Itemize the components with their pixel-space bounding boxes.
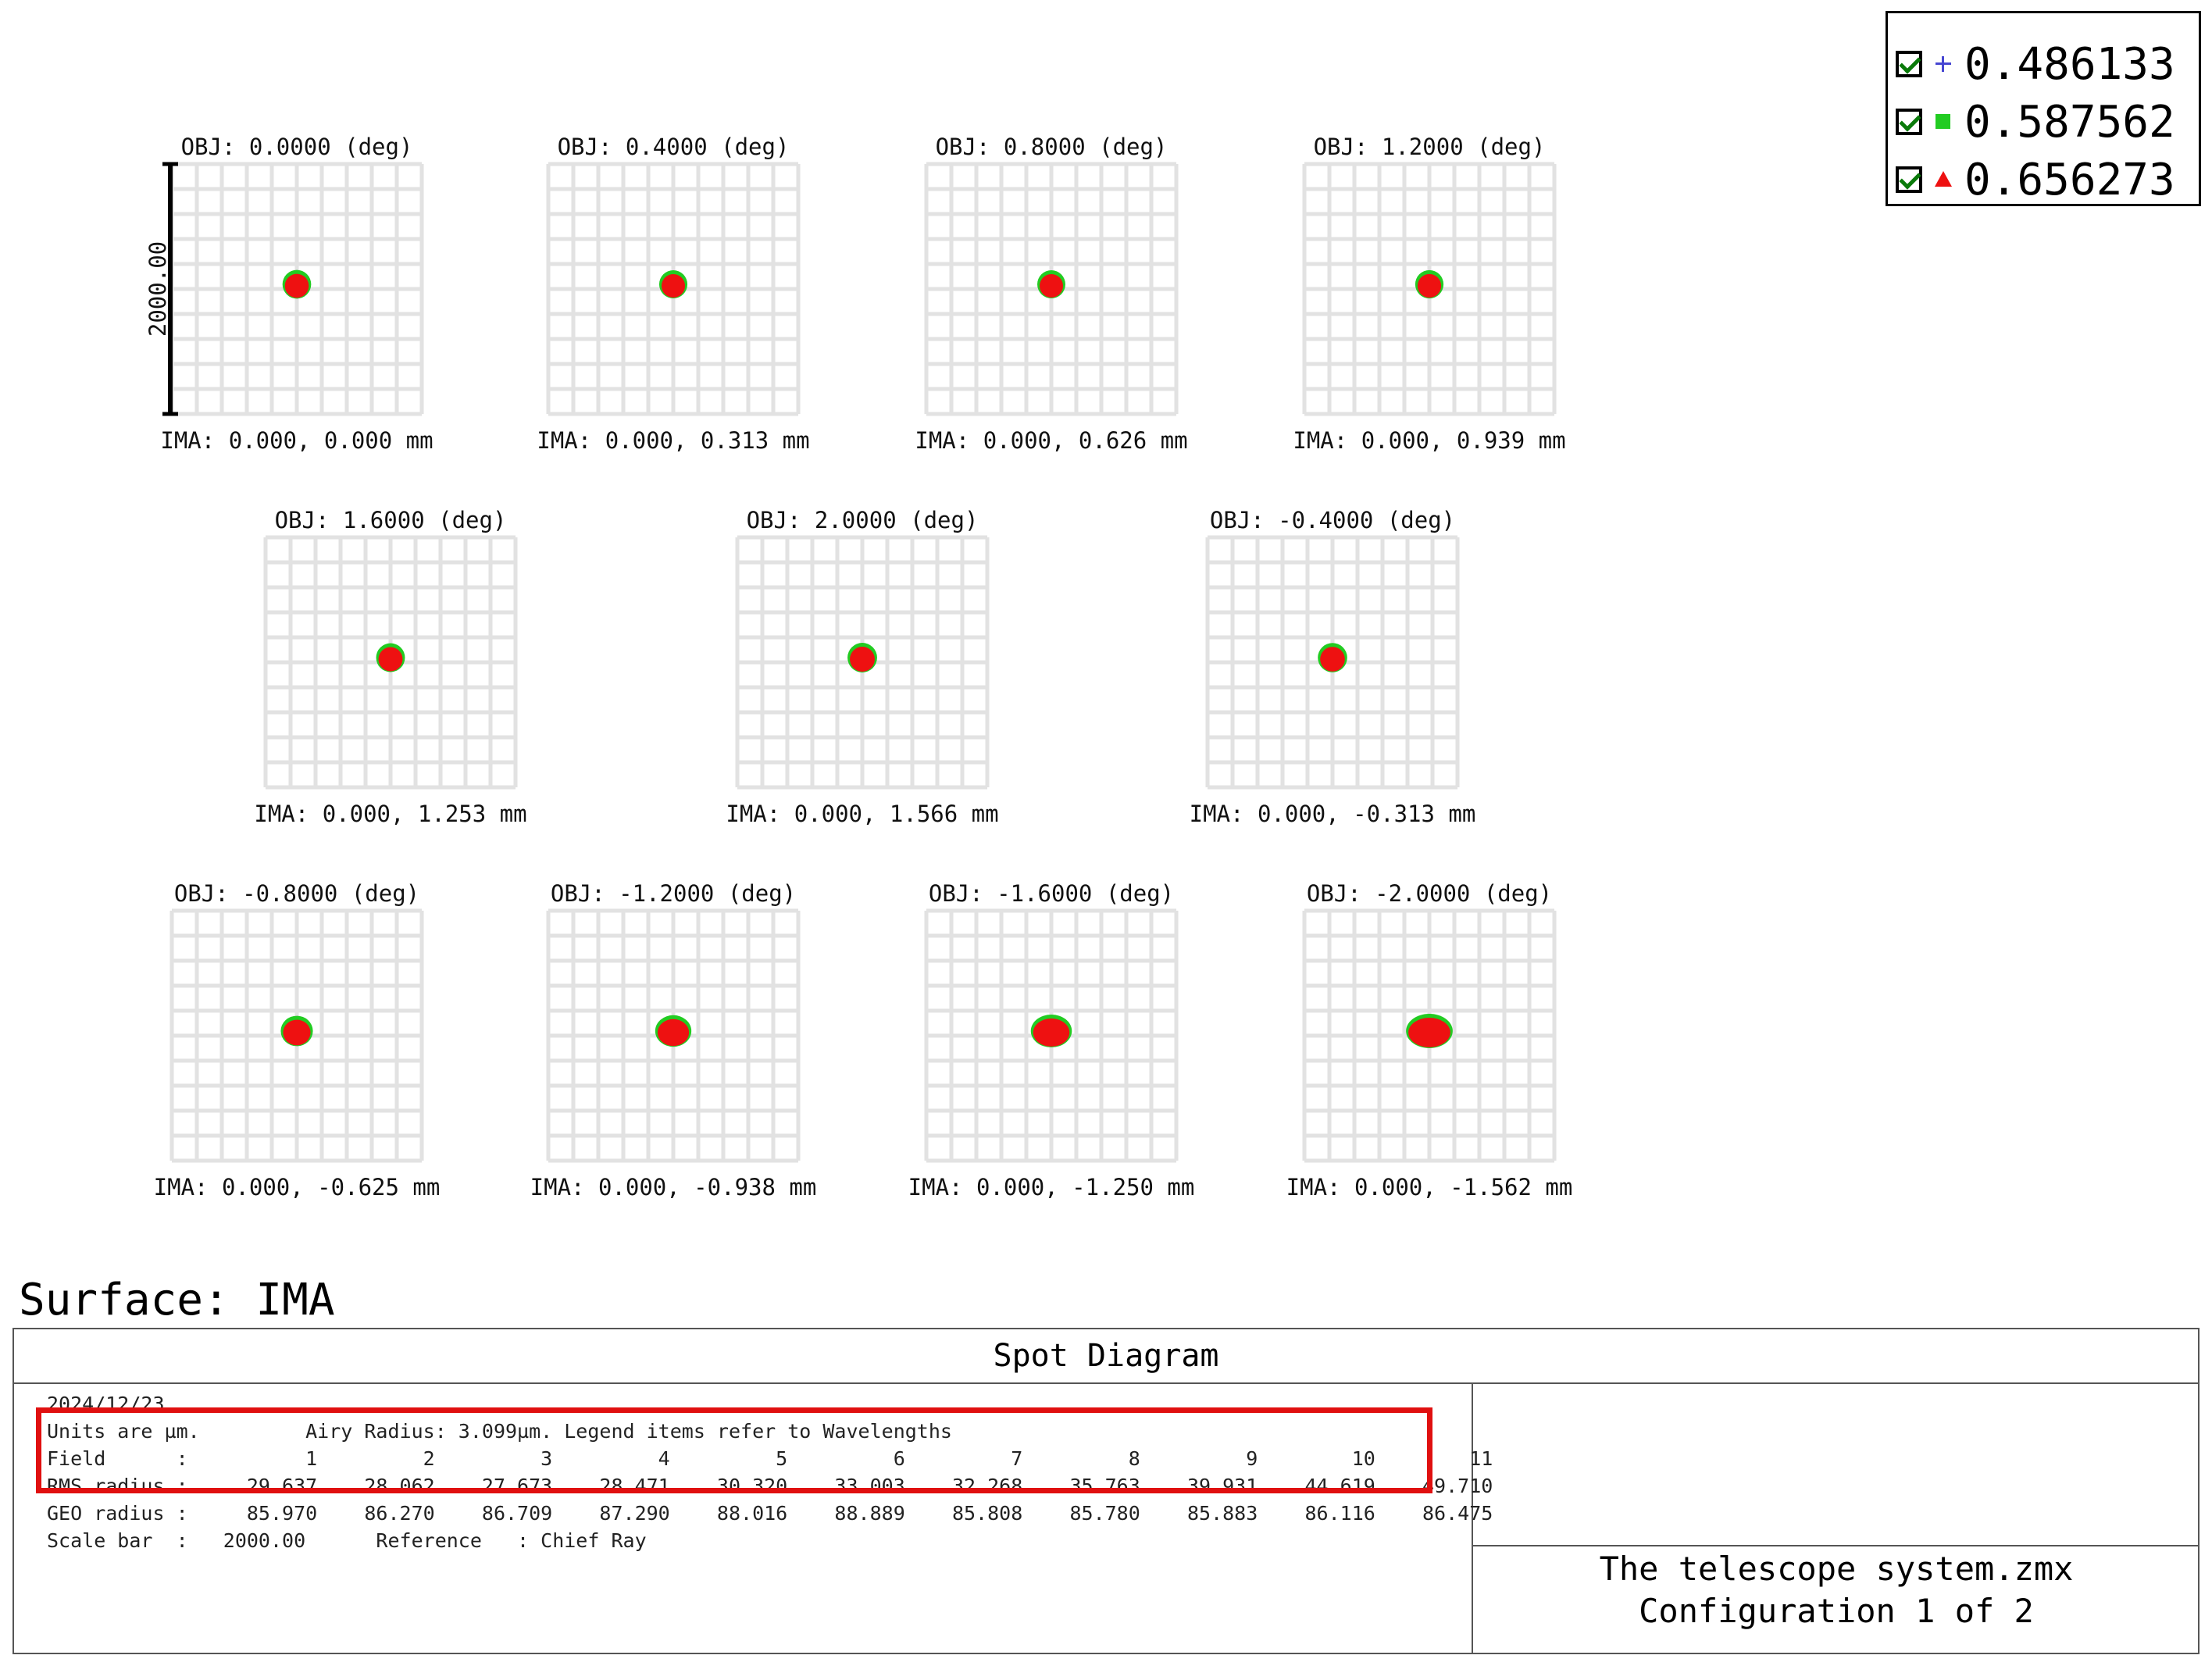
- spot-red: [1033, 1018, 1070, 1047]
- spot-red: [283, 1019, 311, 1046]
- rms-row: RMS radius : 29.637 28.062 27.673 28.471…: [47, 1475, 1493, 1497]
- checkbox-icon[interactable]: [1896, 51, 1922, 77]
- file-info: The telescope system.zmx Configuration 1…: [1473, 1548, 2200, 1632]
- scale-bar-label: 2000.00: [144, 241, 171, 337]
- spot-diagram-plot: OBJ: 0.0000 (deg) IMA: 0.000, 0.000 mm OBJ…: [144, 134, 1573, 1200]
- ima-label: IMA: 0.000, 1.253 mm: [254, 801, 526, 827]
- ima-label: IMA: 0.000, 1.566 mm: [726, 801, 998, 827]
- geo-row: GEO radius : 85.970 86.270 86.709 87.290…: [47, 1502, 1493, 1525]
- ima-label: IMA: 0.000, 0.313 mm: [537, 427, 809, 454]
- ima-label: IMA: 0.000, -1.250 mm: [908, 1174, 1195, 1200]
- scale-row: Scale bar : 2000.00 Reference : Chief Ra…: [47, 1529, 647, 1552]
- ima-label: IMA: 0.000, -0.938 mm: [530, 1174, 817, 1200]
- configuration-text: Configuration 1 of 2: [1639, 1592, 2034, 1630]
- obj-label: OBJ: 2.0000 (deg): [747, 507, 979, 533]
- plus-marker-icon: [1933, 54, 1953, 74]
- legend-item-2[interactable]: 0.587562: [1896, 95, 2175, 149]
- square-marker-icon: [1933, 112, 1953, 132]
- obj-label: OBJ: -1.2000 (deg): [551, 880, 796, 907]
- field-row: Field : 1 2 3 4 5 6 7 8 9 10 11: [47, 1447, 1493, 1470]
- obj-label: OBJ: -1.6000 (deg): [929, 880, 1174, 907]
- ima-label: IMA: 0.000, 0.626 mm: [915, 427, 1187, 454]
- spot-red: [661, 273, 686, 298]
- obj-label: OBJ: 0.4000 (deg): [558, 134, 790, 160]
- spot-red: [1320, 647, 1345, 672]
- ima-label: IMA: 0.000, 0.000 mm: [160, 427, 433, 454]
- spot-red: [1417, 273, 1442, 298]
- ima-label: IMA: 0.000, -0.313 mm: [1190, 801, 1476, 827]
- info-text-block: 2024/12/23 Units are µm. Airy Radius: 3.0…: [47, 1390, 1493, 1554]
- legend-item-3[interactable]: 0.656273: [1896, 152, 2175, 207]
- checkbox-icon[interactable]: [1896, 166, 1922, 193]
- obj-label: OBJ: 1.6000 (deg): [275, 507, 507, 533]
- info-panel: Spot Diagram 2024/12/23 Units are µm. Air…: [12, 1328, 2200, 1654]
- ima-label: IMA: 0.000, -1.562 mm: [1286, 1174, 1573, 1200]
- obj-label: OBJ: -0.4000 (deg): [1210, 507, 1455, 533]
- divider: [1473, 1545, 2200, 1546]
- spot-red: [1408, 1018, 1450, 1047]
- triangle-marker-icon: [1933, 169, 1953, 190]
- units-text: Units are µm. Airy Radius: 3.099µm. Lege…: [47, 1420, 952, 1443]
- legend-item-1[interactable]: 0.486133: [1896, 37, 2175, 91]
- obj-label: OBJ: 1.2000 (deg): [1314, 134, 1546, 160]
- spot-red: [850, 647, 875, 672]
- spot-red: [1040, 274, 1063, 298]
- surface-label: Surface: IMA: [19, 1275, 335, 1325]
- ima-label: IMA: 0.000, 0.939 mm: [1293, 427, 1565, 454]
- obj-label: OBJ: -2.0000 (deg): [1307, 880, 1552, 907]
- divider: [1472, 1382, 1473, 1654]
- highlight-box: [36, 1407, 1432, 1493]
- spot-red: [657, 1018, 690, 1047]
- chart-title: Spot Diagram: [14, 1329, 2198, 1384]
- obj-label: OBJ: -0.8000 (deg): [174, 880, 419, 907]
- legend-label: 0.656273: [1964, 154, 2175, 205]
- ima-label: IMA: 0.000, -0.625 mm: [154, 1174, 441, 1200]
- checkbox-icon[interactable]: [1896, 109, 1922, 135]
- spot-red: [378, 647, 403, 672]
- obj-label: OBJ: 0.0000 (deg): [181, 134, 413, 160]
- obj-label: OBJ: 0.8000 (deg): [936, 134, 1168, 160]
- wavelength-legend: 0.486133 0.587562 0.656273: [1886, 11, 2201, 206]
- spot-red: [284, 273, 309, 298]
- file-name: The telescope system.zmx: [1599, 1550, 2074, 1588]
- legend-label: 0.587562: [1964, 96, 2175, 148]
- legend-label: 0.486133: [1964, 38, 2175, 90]
